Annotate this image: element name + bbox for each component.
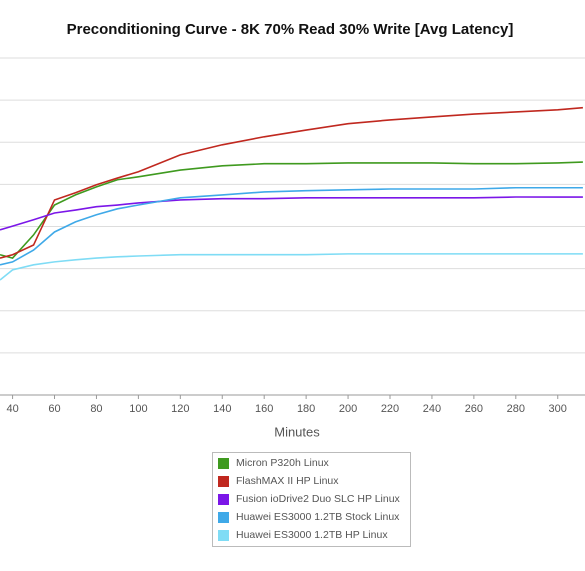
- x-tick-label: 160: [255, 403, 273, 415]
- series-line: [0, 186, 583, 266]
- x-tick-label: 120: [171, 403, 189, 415]
- x-tick-label: 280: [507, 403, 525, 415]
- x-tick-label: 220: [381, 403, 399, 415]
- series-line: [0, 161, 583, 259]
- x-tick-label: 240: [423, 403, 441, 415]
- legend-label: Huawei ES3000 1.2TB Stock Linux: [236, 511, 400, 523]
- x-tick-label: 100: [129, 403, 147, 415]
- legend-label: Fusion ioDrive2 Duo SLC HP Linux: [236, 493, 401, 505]
- legend-label: Micron P320h Linux: [236, 457, 330, 469]
- x-tick-label: 200: [339, 403, 357, 415]
- x-tick-label: 140: [213, 403, 231, 415]
- x-tick-label: 40: [6, 403, 18, 415]
- x-tick-label: 260: [465, 403, 483, 415]
- chart-title: Preconditioning Curve - 8K 70% Read 30% …: [67, 21, 514, 38]
- x-tick-label: 180: [297, 403, 315, 415]
- legend-swatch: [218, 512, 229, 523]
- series-line: [0, 253, 583, 281]
- x-axis-label: Minutes: [274, 424, 320, 439]
- x-tick-label: 300: [549, 403, 567, 415]
- legend-swatch: [218, 458, 229, 469]
- x-tick-label: 80: [90, 403, 102, 415]
- series-line: [0, 106, 583, 259]
- legend-swatch: [218, 476, 229, 487]
- series-line: [0, 196, 583, 231]
- legend-label: FlashMAX II HP Linux: [236, 475, 339, 487]
- legend-box: [212, 452, 411, 547]
- legend-swatch: [218, 530, 229, 541]
- legend-label: Huawei ES3000 1.2TB HP Linux: [236, 529, 388, 541]
- legend-swatch: [218, 494, 229, 505]
- x-tick-label: 60: [48, 403, 60, 415]
